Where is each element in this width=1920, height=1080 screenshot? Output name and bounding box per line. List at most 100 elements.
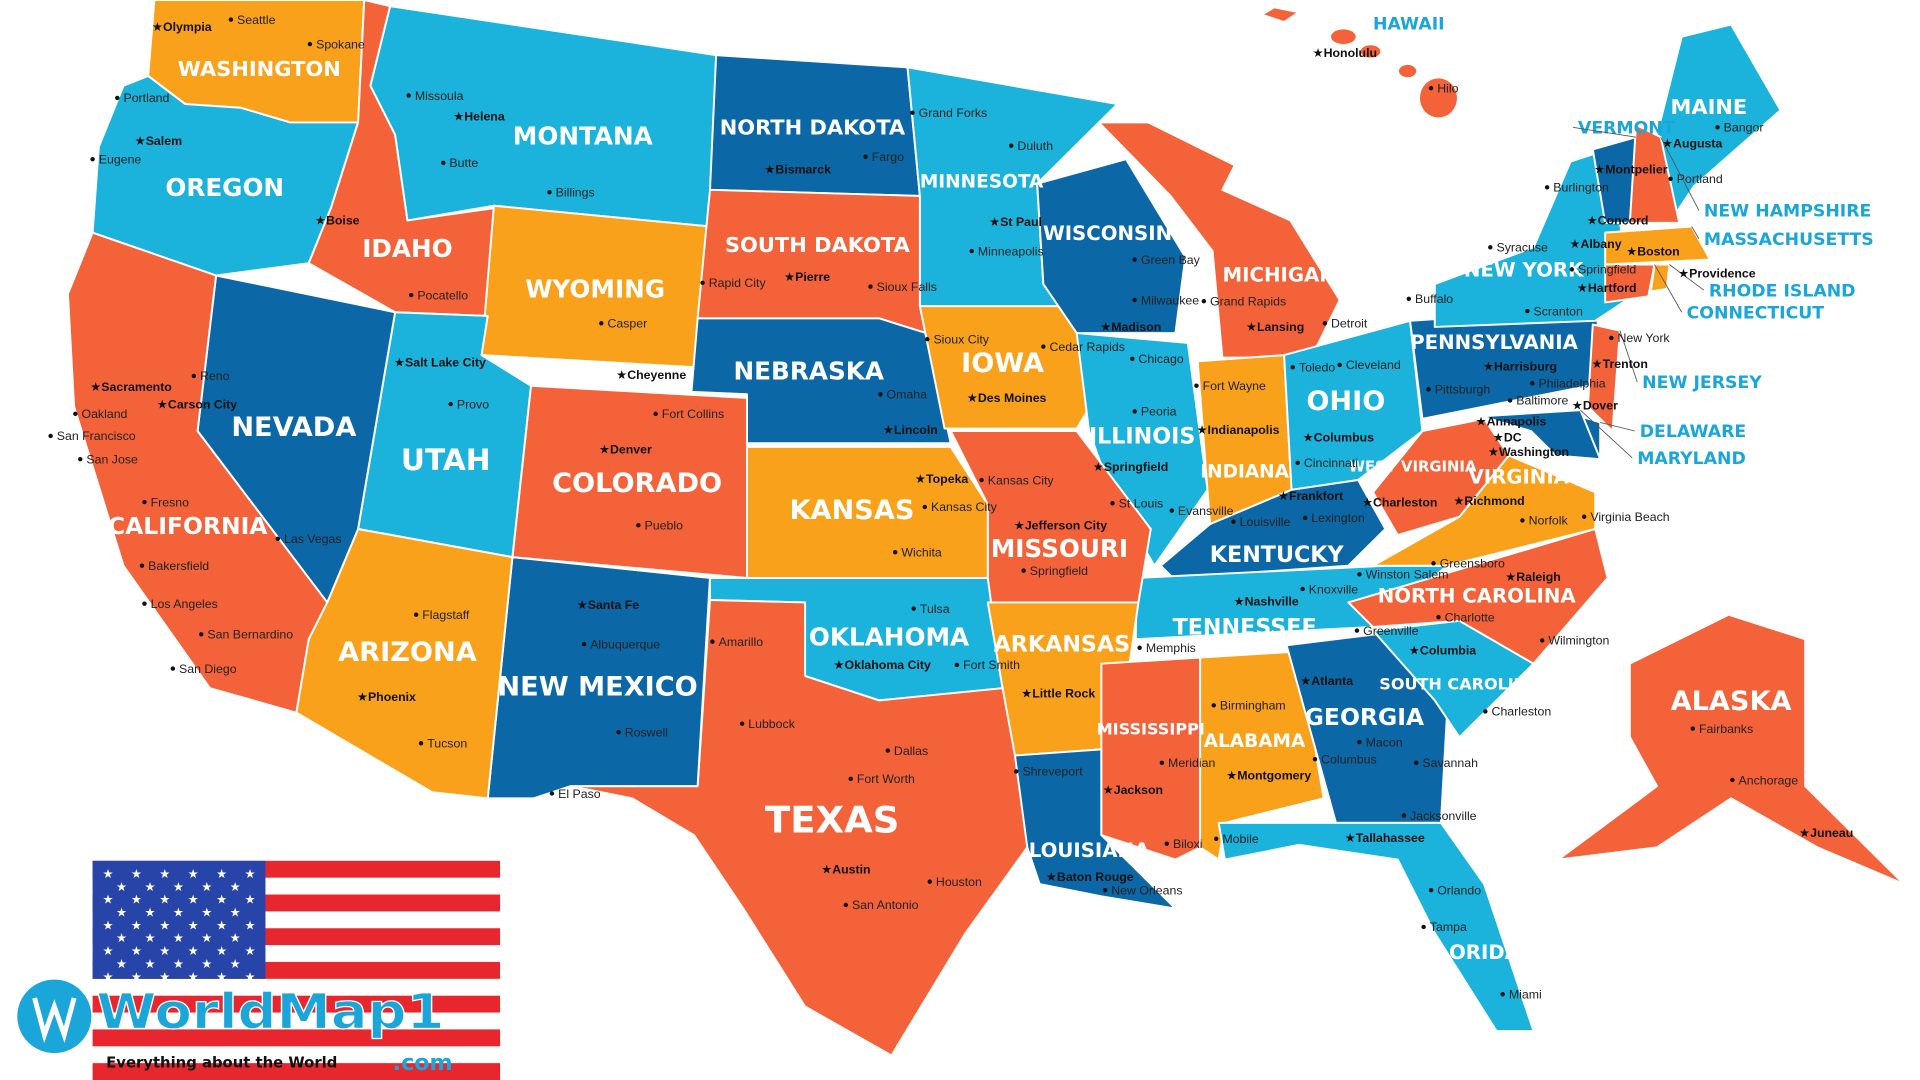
city-dot-icon (547, 190, 552, 195)
capital-star-icon: ★ (1021, 686, 1032, 700)
flag-star-icon: ★ (188, 918, 199, 932)
capital-star-icon: ★ (1799, 826, 1810, 840)
state-montana[interactable] (369, 5, 718, 228)
city-dot-icon (863, 154, 868, 159)
state-new-hampshire[interactable] (1628, 123, 1681, 224)
city-savannah: Savannah (1414, 756, 1478, 770)
city-label: Oklahoma City (845, 658, 932, 672)
city-pocatello: Pocatello (408, 288, 468, 302)
state-label-missouri: MISSOURI (991, 534, 1128, 563)
city-label: Austin (832, 863, 870, 877)
state-hawaii[interactable] (1260, 6, 1300, 24)
city-dot-icon (142, 499, 147, 505)
city-dot-icon (228, 17, 234, 22)
city-label: Bismarck (775, 162, 831, 176)
state-west-virginia[interactable] (1372, 417, 1510, 537)
state-florida[interactable] (1217, 821, 1535, 1032)
city-dot-icon (139, 563, 145, 568)
state-georgia[interactable] (1285, 632, 1449, 824)
city-dot-icon (90, 156, 95, 162)
city-label: Nashville (1245, 595, 1299, 609)
city-pittsburgh: Pittsburgh (1426, 383, 1490, 397)
state-callout-hawaii: HAWAII (1373, 14, 1445, 34)
state-south-dakota[interactable] (696, 188, 928, 335)
city-dot-icon (910, 110, 915, 115)
state-michigan[interactable] (1097, 121, 1341, 359)
city-dot-icon (710, 639, 715, 644)
city-label: Biloxi (1173, 837, 1202, 851)
city-dot-icon (1530, 381, 1535, 386)
state-ohio[interactable] (1283, 319, 1424, 491)
city-label: Memphis (1146, 641, 1196, 655)
flag-star-icon: ★ (144, 931, 155, 945)
state-new-jersey[interactable] (1586, 323, 1621, 432)
capital-star-icon: ★ (1678, 266, 1689, 280)
capital-star-icon: ★ (1313, 46, 1324, 60)
city-dover: ★ Dover (1572, 399, 1618, 413)
city-cheyenne: ★ Cheyenne (616, 368, 686, 382)
city-dot-icon (1428, 888, 1434, 893)
city-label: Grand Forks (919, 106, 988, 120)
city-label: Tampa (1430, 920, 1467, 934)
capital-star-icon: ★ (1345, 831, 1356, 845)
city-wichita: Wichita (892, 546, 942, 560)
state-wisconsin[interactable] (1036, 158, 1187, 335)
city-label: Reno (200, 369, 230, 383)
state-connecticut[interactable] (1604, 263, 1656, 304)
state-texas[interactable] (569, 599, 1029, 1057)
state-nebraska[interactable] (690, 317, 952, 445)
state-callout-delaware: DELAWARE (1640, 422, 1747, 442)
city-buffalo: Buffalo (1406, 292, 1453, 306)
capital-star-icon: ★ (157, 397, 168, 411)
city-label: Louisville (1240, 515, 1291, 529)
capital-star-icon: ★ (1592, 357, 1603, 371)
city-lexington: Lexington (1302, 511, 1365, 525)
state-label-wyoming: WYOMING (525, 275, 665, 304)
states-layer (66, 0, 1905, 1057)
flag-star-icon: ★ (159, 970, 170, 984)
city-dot-icon (1483, 709, 1488, 714)
city-greenville: Greenville (1354, 624, 1419, 638)
capital-star-icon: ★ (784, 270, 795, 284)
city-label: Jefferson City (1025, 519, 1107, 533)
city-flagstaff: Flagstaff (413, 608, 470, 622)
capital-star-icon: ★ (1103, 783, 1114, 797)
hawaii-island[interactable] (1360, 45, 1381, 58)
state-illinois[interactable] (1075, 332, 1209, 567)
city-label: Chicago (1138, 352, 1183, 366)
state-alaska[interactable] (1557, 613, 1905, 886)
state-rhode-island[interactable] (1649, 263, 1671, 293)
city-columbus: Columbus (1312, 753, 1377, 766)
city-tulsa: Tulsa (911, 602, 950, 616)
state-massachusetts[interactable] (1604, 225, 1712, 266)
city-label: Helena (464, 110, 505, 124)
city-label: Salt Lake City (405, 356, 486, 370)
flag-star-icon: ★ (188, 970, 199, 984)
state-mississippi[interactable] (1100, 656, 1202, 861)
state-maryland[interactable] (1480, 409, 1602, 461)
city-dot-icon (1569, 267, 1575, 272)
city-anchorage: Anchorage (1730, 773, 1798, 787)
city-seattle: Seattle (228, 13, 276, 27)
state-callout-connecticut: CONNECTICUT (1687, 303, 1825, 323)
hawaii-island[interactable] (1331, 29, 1356, 45)
city-concord: ★ Concord (1587, 214, 1649, 228)
city-dot-icon (1525, 308, 1530, 314)
capital-star-icon: ★ (1226, 768, 1237, 782)
state-label-mississippi: MISSISSIPPI (1097, 720, 1205, 739)
city-label: Cheyenne (627, 368, 686, 382)
city-label: Charleston (1492, 705, 1552, 719)
capital-star-icon: ★ (1587, 214, 1598, 228)
flag-stripe (92, 1012, 501, 1030)
city-st-paul: ★ St Paul (989, 215, 1042, 229)
city-dot-icon (1426, 387, 1431, 392)
city-billings: Billings (547, 186, 595, 200)
city-dot-icon (1041, 344, 1046, 349)
hawaii-island[interactable] (1398, 64, 1417, 78)
city-label: Anchorage (1738, 773, 1798, 787)
city-mobile: Mobile (1213, 832, 1259, 846)
city-label: Spokane (316, 37, 365, 51)
city-label: Orlando (1437, 884, 1481, 898)
state-california[interactable] (66, 231, 329, 714)
city-dot-icon (1730, 777, 1735, 783)
